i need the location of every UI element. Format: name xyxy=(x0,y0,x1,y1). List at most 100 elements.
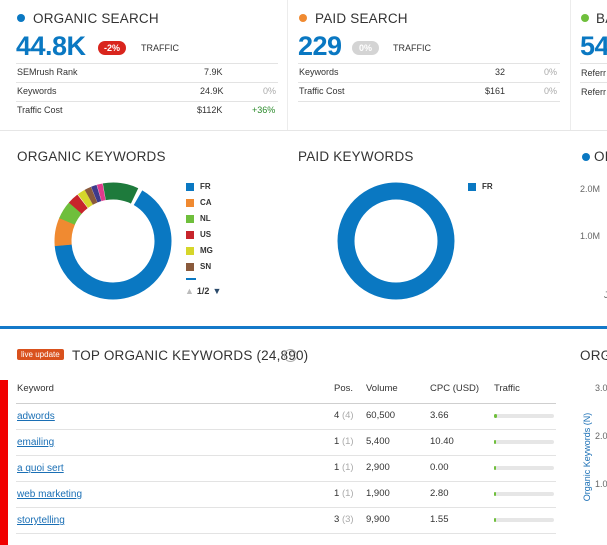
previous-position: (1) xyxy=(341,488,354,499)
row-value: 24.9K xyxy=(200,86,224,96)
row-label: SEMrush Rank xyxy=(17,67,78,77)
legend-swatch xyxy=(186,182,194,191)
legend-swatch xyxy=(186,230,194,239)
position: 4 (4) xyxy=(334,410,354,421)
paid-traffic-change-badge: 0% xyxy=(352,41,380,55)
organic-row-keywords: Keywords 24.9K 0% xyxy=(17,82,279,101)
col-header-pos[interactable]: Pos. xyxy=(334,383,354,394)
paid-dot xyxy=(299,14,307,22)
traffic-bar xyxy=(494,414,554,418)
row-value: 32 xyxy=(495,67,506,77)
legend-item-ca[interactable]: CA xyxy=(186,198,212,207)
donut-slice-ca xyxy=(54,182,172,300)
legend-item-us[interactable]: US xyxy=(186,230,211,239)
organic-keywords-title: ORGANIC KEYWORDS xyxy=(17,149,166,164)
row-value: $161 xyxy=(485,86,506,96)
legend-label: US xyxy=(200,230,212,239)
trend-tick: 2.0M xyxy=(580,184,601,194)
organic-search-title: ORGANIC SEARCH xyxy=(33,11,159,26)
cpc: 0.00 xyxy=(430,462,449,473)
previous-position: (3) xyxy=(341,514,354,525)
legend-swatch xyxy=(186,262,194,271)
traffic-bar xyxy=(494,492,554,496)
paid-keywords-donut xyxy=(337,182,455,300)
volume: 2,900 xyxy=(366,462,390,473)
traffic-bar-fill xyxy=(494,414,497,418)
pager-next-icon[interactable]: ▼ xyxy=(212,286,222,296)
organic-dot xyxy=(17,14,25,22)
row-change: 0% xyxy=(263,86,277,96)
paid-search-title: PAID SEARCH xyxy=(315,11,408,26)
donut-slice-fr xyxy=(337,182,455,300)
legend-item-nl[interactable]: NL xyxy=(186,214,211,223)
organic-keywords-donut xyxy=(54,182,172,300)
keyword-link[interactable]: web marketing xyxy=(17,489,83,500)
legend-label: MG xyxy=(200,246,213,255)
legend-item-mg[interactable]: MG xyxy=(186,246,213,255)
right-panel-tick: 2.0 xyxy=(595,431,607,441)
position-value: 1 xyxy=(334,488,340,499)
col-header-cpc[interactable]: CPC (USD) xyxy=(430,383,480,394)
donut-slice-nl xyxy=(54,182,172,300)
paid-search-card: PAID SEARCH 229 0% TRAFFIC Keywords 32 0… xyxy=(288,0,570,130)
legend-overflow-mark xyxy=(186,278,196,280)
keyword-link[interactable]: a quoi sert xyxy=(17,463,64,474)
organic-search-card: ORGANIC SEARCH 44.8K -2% TRAFFIC SEMrush… xyxy=(0,0,287,130)
row-value: $112K xyxy=(197,105,223,115)
previous-position: (1) xyxy=(341,436,354,447)
legend-label: FR xyxy=(482,182,493,191)
previous-position: (4) xyxy=(341,410,354,421)
traffic-bar xyxy=(494,440,554,444)
right-panel-tick: 3.0 xyxy=(595,383,607,393)
legend-item-sn[interactable]: SN xyxy=(186,262,211,271)
row-change: 0% xyxy=(544,67,558,77)
traffic-bar xyxy=(494,518,554,522)
position-value: 1 xyxy=(334,462,340,473)
paid-traffic-value: 229 xyxy=(298,31,342,61)
keyword-link[interactable]: storytelling xyxy=(17,515,65,526)
trend-tick: 1.0M xyxy=(580,231,601,241)
donut-slice-mg xyxy=(54,182,172,300)
legend-item-fr[interactable]: FR xyxy=(186,182,211,191)
paid-traffic-label: TRAFFIC xyxy=(393,43,431,53)
legend-label: SN xyxy=(200,262,212,271)
traffic-bar-fill xyxy=(494,518,496,522)
keyword-link[interactable]: adwords xyxy=(17,411,55,422)
col-header-volume[interactable]: Volume xyxy=(366,383,398,394)
legend-swatch xyxy=(186,246,194,255)
backlinks-row-label: Referr xyxy=(581,68,607,78)
row-label: Keywords xyxy=(17,86,57,96)
col-header-traffic[interactable]: Traffic xyxy=(494,383,520,394)
backlinks-title: BA xyxy=(596,11,607,26)
legend-label: CA xyxy=(200,198,212,207)
legend-label: FR xyxy=(200,182,211,191)
pager-label: 1/2 xyxy=(196,286,210,296)
previous-position: (1) xyxy=(341,462,354,473)
legend-label: NL xyxy=(200,214,211,223)
legend-pager: ▲ 1/2 ▼ xyxy=(185,286,221,296)
organic-trend-title: OF xyxy=(594,149,607,164)
pager-prev-icon[interactable]: ▲ xyxy=(185,286,194,296)
legend-item-fr[interactable]: FR xyxy=(468,182,493,191)
keyword-link[interactable]: emailing xyxy=(17,437,55,448)
backlinks-value: 54 xyxy=(580,31,607,61)
section-divider xyxy=(0,326,607,329)
cpc: 1.55 xyxy=(430,514,449,525)
donut-slice-other2 xyxy=(54,182,172,300)
col-header-keyword[interactable]: Keyword xyxy=(17,383,54,394)
row-change: 0% xyxy=(544,86,558,96)
organic-row-traffic-cost: Traffic Cost $112K +36% xyxy=(17,101,279,120)
traffic-bar-fill xyxy=(494,466,496,470)
organic-traffic-change-badge: -2% xyxy=(98,41,127,55)
organic-row-rank: SEMrush Rank 7.9K xyxy=(17,63,279,82)
organic-traffic-value: 44.8K xyxy=(16,31,86,61)
organic-traffic-label: TRAFFIC xyxy=(141,43,179,53)
backlinks-row-label: Referr xyxy=(581,87,607,97)
info-icon[interactable]: i xyxy=(284,349,297,362)
position: 3 (3) xyxy=(334,514,354,525)
right-panel-tick: 1.0 xyxy=(595,479,607,489)
traffic-bar-fill xyxy=(494,492,496,496)
backlinks-card: BA 54 Referr Referr xyxy=(571,0,607,130)
position-value: 4 xyxy=(334,410,340,421)
position-value: 1 xyxy=(334,436,340,447)
